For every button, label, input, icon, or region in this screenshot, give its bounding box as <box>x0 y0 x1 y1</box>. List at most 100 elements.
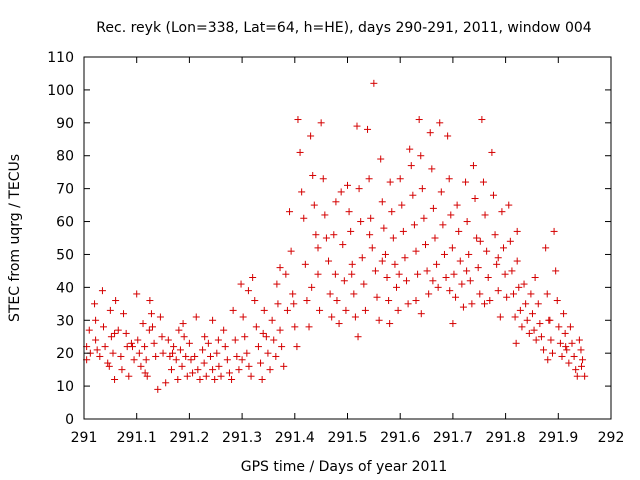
data-point <box>412 297 420 305</box>
data-point <box>235 366 243 374</box>
data-point <box>111 376 119 384</box>
data-point <box>118 366 126 374</box>
data-point <box>371 267 379 275</box>
data-point <box>319 175 327 183</box>
data-point <box>85 326 93 334</box>
y-tick-label: 10 <box>56 379 74 395</box>
data-point <box>314 270 322 278</box>
data-point <box>307 132 315 140</box>
data-point <box>498 208 506 216</box>
data-point <box>238 356 246 364</box>
data-point <box>192 313 200 321</box>
data-point <box>499 244 507 252</box>
data-point <box>178 362 186 370</box>
data-point <box>109 349 117 357</box>
data-point <box>105 362 113 370</box>
data-point <box>162 379 170 387</box>
data-point <box>159 349 167 357</box>
data-point <box>383 273 391 281</box>
data-point <box>293 343 301 351</box>
data-point <box>258 376 266 384</box>
data-point <box>473 234 481 242</box>
data-point <box>561 329 569 337</box>
data-point <box>268 316 276 324</box>
data-point <box>286 208 294 216</box>
data-point <box>386 320 394 328</box>
data-point <box>412 247 420 255</box>
data-point <box>314 244 322 252</box>
data-point <box>481 300 489 308</box>
data-point <box>573 372 581 380</box>
data-point <box>439 221 447 229</box>
data-point <box>431 234 439 242</box>
data-point <box>328 313 336 321</box>
data-point <box>351 313 359 321</box>
data-point <box>410 221 418 229</box>
data-point <box>330 231 338 239</box>
data-point <box>308 283 316 291</box>
data-point <box>257 359 265 367</box>
data-point <box>471 195 479 203</box>
data-point <box>158 333 166 341</box>
y-tick-label: 100 <box>47 83 74 99</box>
data-point <box>189 369 197 377</box>
data-point <box>442 273 450 281</box>
data-point <box>92 316 100 324</box>
data-point <box>458 280 466 288</box>
data-point <box>333 297 341 305</box>
data-point <box>568 339 576 347</box>
data-point <box>520 280 528 288</box>
data-point <box>348 270 356 278</box>
data-point <box>528 310 536 318</box>
data-point <box>525 329 533 337</box>
data-point <box>141 369 149 377</box>
data-point <box>150 339 158 347</box>
data-point <box>134 336 142 344</box>
data-point <box>199 346 207 354</box>
data-point <box>228 376 236 384</box>
data-point <box>553 297 561 305</box>
data-point <box>407 162 415 170</box>
plot-frame <box>83 56 612 420</box>
data-point <box>152 352 160 360</box>
data-point <box>360 280 368 288</box>
data-point <box>572 366 580 374</box>
data-point <box>209 366 217 374</box>
data-point <box>565 359 573 367</box>
data-point <box>133 290 141 298</box>
data-point <box>481 211 489 219</box>
data-point <box>317 119 325 127</box>
data-point <box>466 277 474 285</box>
data-point <box>141 343 149 351</box>
data-point <box>290 300 298 308</box>
data-point <box>486 297 494 305</box>
data-point <box>187 356 195 364</box>
data-point <box>463 218 471 226</box>
data-point <box>542 244 550 252</box>
data-point <box>107 333 115 341</box>
data-point <box>367 214 375 222</box>
data-point <box>231 336 239 344</box>
data-point <box>309 171 317 179</box>
data-point <box>531 273 539 281</box>
data-points <box>83 79 589 393</box>
data-point <box>237 280 245 288</box>
data-point <box>429 204 437 212</box>
data-point <box>513 227 521 235</box>
data-point <box>278 343 286 351</box>
data-point <box>266 366 274 374</box>
data-point <box>417 152 425 160</box>
x-tick-label: 291.9 <box>538 430 578 446</box>
data-point <box>156 313 164 321</box>
data-point <box>145 326 153 334</box>
data-point <box>474 264 482 272</box>
data-point <box>176 346 184 354</box>
data-point <box>167 366 175 374</box>
y-tick-label: 110 <box>47 50 74 66</box>
data-point <box>364 125 372 133</box>
x-tick-label: 291.7 <box>433 430 473 446</box>
data-point <box>478 116 486 124</box>
data-point <box>552 267 560 275</box>
data-point <box>316 306 324 314</box>
data-point <box>391 260 399 268</box>
